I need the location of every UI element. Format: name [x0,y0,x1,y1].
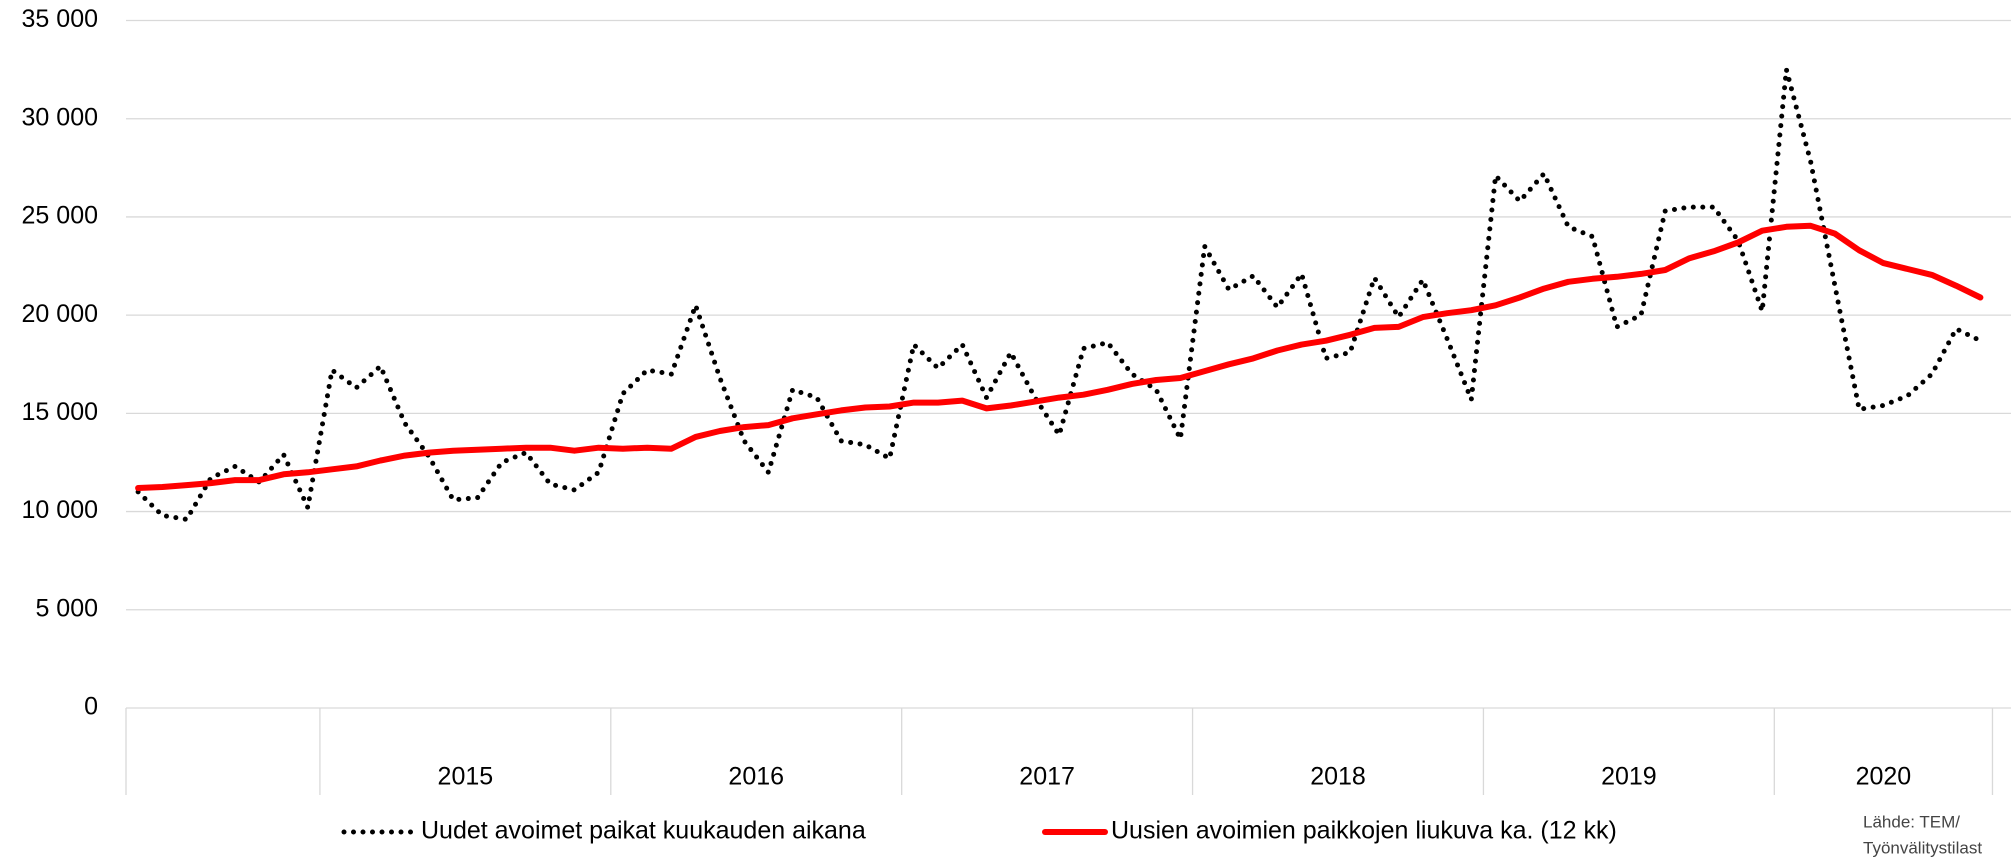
line-series [135,67,1983,522]
y-tick-label: 10 000 [22,496,98,524]
legend-label: Uusien avoimien paikkojen liukuva ka. (1… [1111,817,1617,845]
y-tick-label: 0 [84,693,98,721]
x-group-label: 2018 [1310,763,1366,791]
y-tick-label: 25 000 [22,202,98,230]
y-tick-label: 30 000 [22,103,98,131]
y-tick-label: 15 000 [22,398,98,426]
y-tick-label: 20 000 [22,300,98,328]
line-series [135,222,1984,491]
x-group-label: 2015 [438,763,494,791]
x-group-label: 2019 [1601,763,1657,791]
source-note: Lähde: TEM/ [1863,812,1960,831]
x-group-label: 2020 [1856,763,1912,791]
x-group-label: 2017 [1019,763,1075,791]
y-tick-label: 5 000 [35,594,98,622]
y-tick-label: 35 000 [22,5,98,33]
x-group-label: 2016 [728,763,784,791]
source-note: Työnvälitystilast [1863,838,1982,857]
legend-label: Uudet avoimet paikat kuukauden aikana [421,817,866,845]
